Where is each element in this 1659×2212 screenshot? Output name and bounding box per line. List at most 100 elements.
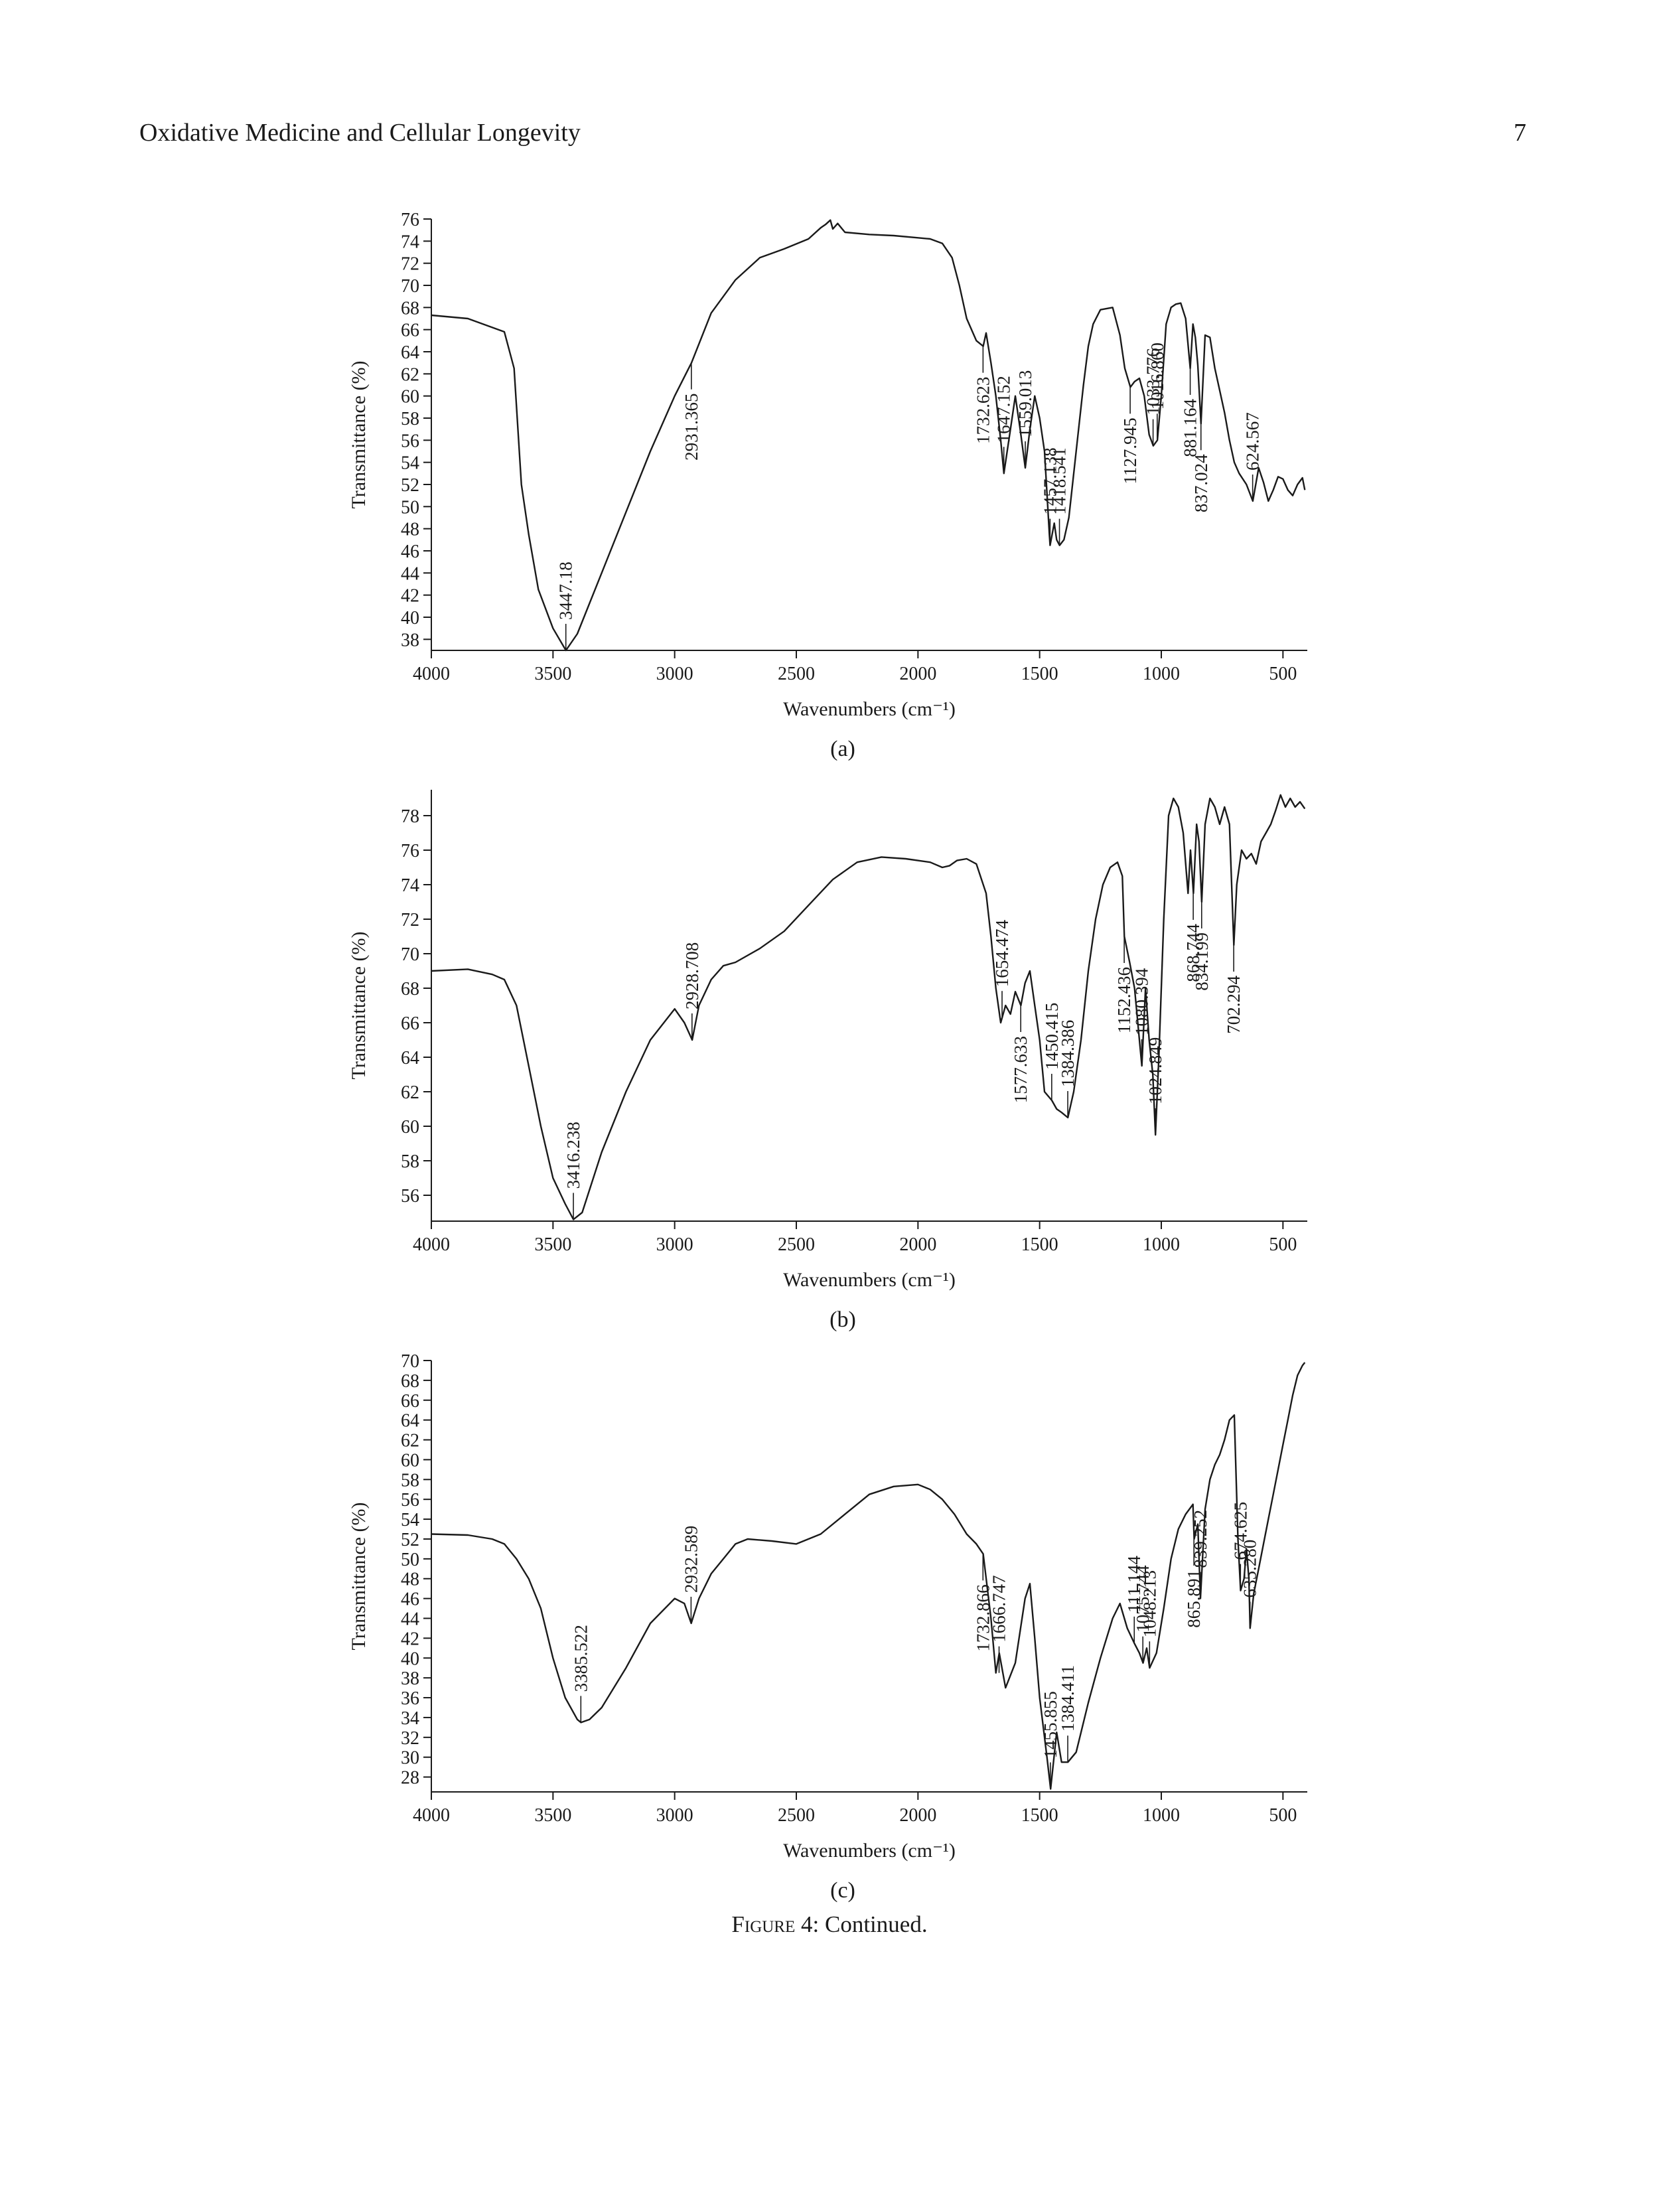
y-tick-label: 42 xyxy=(401,1629,419,1649)
peak-label: 1654.474 xyxy=(992,919,1012,987)
peak-label: 881.164 xyxy=(1181,399,1200,457)
x-tick-label: 1500 xyxy=(1021,1805,1058,1826)
y-tick-label: 34 xyxy=(401,1708,419,1729)
y-tick-label: 40 xyxy=(401,608,419,628)
page-number: 7 xyxy=(1514,119,1526,147)
peak-label: 1127.945 xyxy=(1120,417,1140,484)
x-tick-label: 2000 xyxy=(899,664,936,684)
peak-label: 837.024 xyxy=(1191,454,1211,512)
y-tick-label: 52 xyxy=(401,1530,419,1550)
y-tick-label: 42 xyxy=(401,586,419,607)
y-tick-label: 46 xyxy=(401,542,419,562)
y-tick-label: 48 xyxy=(401,520,419,540)
x-tick-label: 3500 xyxy=(534,1805,571,1826)
x-tick-label: 3500 xyxy=(534,1234,571,1255)
y-axis-label: Transmittance (%) xyxy=(348,360,370,508)
x-tick-label: 3000 xyxy=(656,664,693,684)
y-tick-label: 28 xyxy=(401,1768,419,1789)
y-tick-label: 38 xyxy=(401,1668,419,1689)
y-tick-label: 64 xyxy=(401,1048,419,1069)
x-tick-label: 2500 xyxy=(778,1805,815,1826)
spectrum-line xyxy=(431,794,1306,1220)
x-tick-label: 1500 xyxy=(1021,1234,1058,1255)
figure-caption: Figure 4: Continued. xyxy=(0,1911,1659,1938)
y-tick-label: 72 xyxy=(401,910,419,930)
peak-label: 1080.394 xyxy=(1132,968,1152,1035)
peak-label: 3385.522 xyxy=(571,1625,591,1692)
journal-title: Oxidative Medicine and Cellular Longevit… xyxy=(139,119,581,147)
peak-label: 1450.415 xyxy=(1042,1003,1062,1070)
x-tick-label: 4000 xyxy=(413,664,450,684)
y-tick-label: 52 xyxy=(401,475,419,496)
peak-label: 1455.855 xyxy=(1041,1691,1060,1758)
y-tick-label: 58 xyxy=(401,1151,419,1172)
y-tick-label: 58 xyxy=(401,409,419,429)
y-tick-label: 50 xyxy=(401,497,419,518)
y-tick-label: 70 xyxy=(401,276,419,297)
y-tick-label: 48 xyxy=(401,1570,419,1590)
peak-label: 1384.386 xyxy=(1058,1020,1078,1087)
y-axis-label: Transmittance (%) xyxy=(348,931,370,1079)
y-tick-label: 74 xyxy=(401,232,419,252)
figure-panel-c: 28 30 32 34 36 38 40 42 44 46 48 50 52 54 56 58 60 62 64 66… xyxy=(345,1341,1340,1911)
x-tick-label: 500 xyxy=(1269,1805,1297,1826)
y-tick-label: 44 xyxy=(401,563,419,584)
peak-label: 2932.589 xyxy=(681,1526,701,1593)
y-tick-label: 56 xyxy=(401,431,419,451)
y-tick-label: 68 xyxy=(401,979,419,999)
peak-label: 3447.18 xyxy=(556,561,576,620)
y-tick-label: 76 xyxy=(401,210,419,230)
y-tick-label: 46 xyxy=(401,1589,419,1610)
panel-label: (b) xyxy=(830,1307,856,1332)
peak-label: 1016.860 xyxy=(1147,342,1167,409)
figure-panel-b: 56 58 60 62 64 66 68 70 72 74 76 78 4000 3500 3000 2500… xyxy=(345,770,1340,1341)
y-tick-label: 64 xyxy=(401,1411,419,1432)
y-tick-label: 72 xyxy=(401,254,419,275)
y-tick-label: 60 xyxy=(401,387,419,407)
y-tick-label: 66 xyxy=(401,1013,419,1034)
panel-label: (c) xyxy=(830,1878,855,1903)
x-tick-label: 500 xyxy=(1269,664,1297,684)
y-axis-label: Transmittance (%) xyxy=(348,1502,370,1650)
x-tick-label: 4000 xyxy=(413,1805,450,1826)
peak-label: 674.625 xyxy=(1230,1502,1250,1560)
page-header: Oxidative Medicine and Cellular Longevit… xyxy=(139,118,1526,158)
x-axis-label: Wavenumbers (cm⁻¹) xyxy=(783,698,956,720)
x-axis-label: Wavenumbers (cm⁻¹) xyxy=(783,1840,956,1862)
y-tick-label: 30 xyxy=(401,1748,419,1769)
peak-label: 868.744 xyxy=(1183,924,1203,982)
spectrum-line xyxy=(431,219,1306,652)
x-tick-label: 1000 xyxy=(1143,1805,1180,1826)
ir-spectrum-chart-a: 3840424446485052545658606264666870727476… xyxy=(348,210,1307,720)
peak-label: 702.294 xyxy=(1224,976,1244,1034)
caption-text: : Continued. xyxy=(812,1911,928,1937)
panel-label: (a) xyxy=(830,737,855,761)
y-tick-label: 62 xyxy=(401,1082,419,1103)
peak-label: 1418.541 xyxy=(1050,447,1070,514)
spectrum-line xyxy=(431,1362,1306,1790)
y-tick-label: 66 xyxy=(401,1391,419,1412)
peak-label: 1732.623 xyxy=(973,377,993,444)
peak-label: 1577.633 xyxy=(1011,1036,1031,1103)
y-tick-label: 60 xyxy=(401,1117,419,1138)
peak-label: 3416.238 xyxy=(563,1122,583,1189)
y-tick-label: 62 xyxy=(401,1431,419,1451)
peak-label: 2928.708 xyxy=(682,942,702,1009)
x-tick-label: 2500 xyxy=(778,1234,815,1255)
peak-label: 635.280 xyxy=(1240,1540,1260,1598)
y-tick-label: 50 xyxy=(401,1550,419,1570)
figure-panel-a: 38 40 42 44 46 48 50 52 54 56 58 60 62 64 66 68 70 72 74 76… xyxy=(345,199,1340,770)
y-tick-label: 54 xyxy=(401,1510,419,1530)
y-tick-label: 68 xyxy=(401,298,419,319)
peak-label: 624.567 xyxy=(1243,412,1263,471)
y-tick-label: 66 xyxy=(401,321,419,341)
y-tick-label: 36 xyxy=(401,1688,419,1709)
peak-label: 834.199 xyxy=(1192,932,1212,991)
peak-label: 1732.866 xyxy=(973,1584,993,1651)
y-tick-label: 70 xyxy=(401,944,419,965)
peak-label: 1559.013 xyxy=(1015,370,1035,437)
y-tick-label: 38 xyxy=(401,630,419,650)
x-tick-label: 1000 xyxy=(1143,1234,1180,1255)
peak-label: 839.252 xyxy=(1190,1510,1210,1568)
peak-label: 2931.365 xyxy=(682,394,701,461)
